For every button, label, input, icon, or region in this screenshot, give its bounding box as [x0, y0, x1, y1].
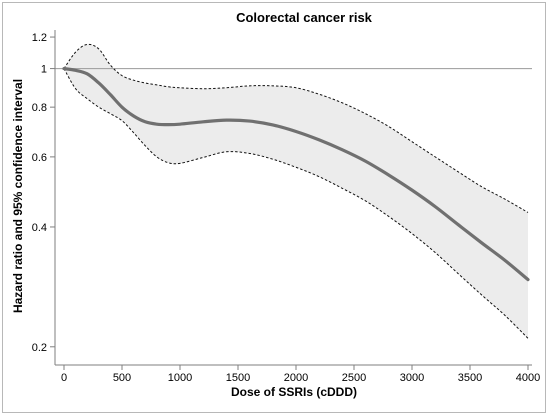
upper-bound-line	[63, 43, 529, 213]
x-axis-label: Dose of SSRIs (cDDD)	[231, 385, 357, 399]
confidence-band-layer	[64, 44, 528, 339]
y-tick-label: 0.6	[32, 152, 47, 164]
x-tick-label: 2000	[284, 372, 308, 384]
x-tick-label: 4000	[516, 372, 540, 384]
x-tick-label: 0	[61, 372, 67, 384]
y-axis-label: Hazard ratio and 95% confidence interval	[11, 79, 25, 313]
y-tick-label: 0.8	[32, 102, 47, 114]
y-tick-label: 0.4	[32, 222, 47, 234]
series-line-layer	[55, 43, 532, 339]
tick-layer: 0 500 1000 1500 2000 2500 3000 3500 4000 0.2 0.4 0.…	[32, 32, 541, 384]
y-tick-label: 1.2	[32, 32, 47, 44]
x-tick-label: 2500	[342, 372, 366, 384]
hazard-ratio-line	[62, 66, 530, 282]
y-tick-label: 1	[41, 64, 47, 76]
x-tick-label: 3000	[400, 372, 424, 384]
chart-title: Colorectal cancer risk	[236, 10, 373, 25]
x-tick-label: 1500	[226, 372, 250, 384]
y-tick-label: 0.2	[32, 342, 47, 354]
x-tick-label: 1000	[168, 372, 192, 384]
confidence-band-area	[64, 44, 528, 339]
axis-layer	[54, 30, 532, 366]
x-tick-label: 500	[113, 372, 131, 384]
x-tick-label: 3500	[458, 372, 482, 384]
